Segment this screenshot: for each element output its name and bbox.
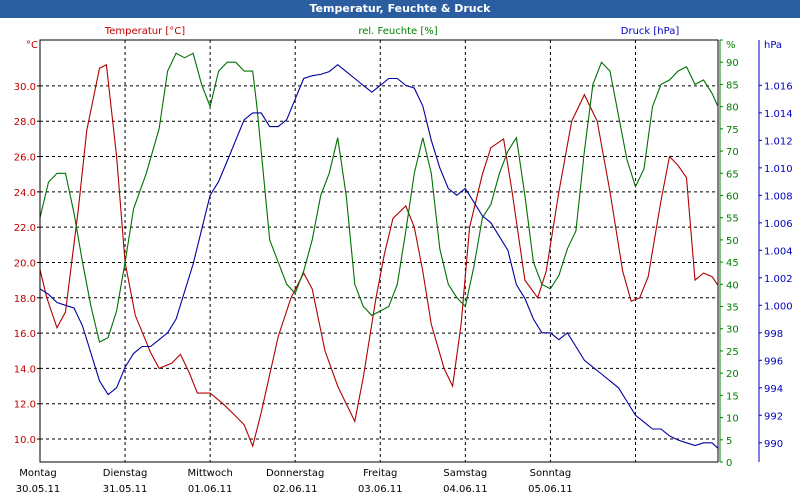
- x-tick-date: 01.06.11: [188, 484, 233, 495]
- x-tick-weekday: Sonntag: [530, 468, 572, 479]
- series-group: [39, 52, 719, 449]
- plot-area: [39, 39, 719, 463]
- pressure-tick-label: 998: [764, 329, 783, 340]
- humidity-tick-label: 70: [726, 147, 739, 158]
- series-line-pressure: [39, 63, 719, 449]
- temperature-axis-label: Temperatur [°C]: [104, 26, 185, 37]
- humidity-tick-label: 45: [726, 258, 739, 269]
- pressure-tick-label: 1.002: [764, 274, 793, 285]
- humidity-tick-label: 20: [726, 369, 739, 380]
- x-tick-weekday: Freitag: [363, 468, 397, 479]
- humidity-tick-label: 65: [726, 169, 739, 180]
- chart-title: Temperatur, Feuchte & Druck: [0, 0, 800, 18]
- pressure-tick-label: 992: [764, 411, 783, 422]
- humidity-unit: %: [726, 40, 736, 51]
- humidity-tick-label: 0: [726, 458, 732, 469]
- pressure-tick-label: 1.010: [764, 164, 793, 175]
- x-tick-weekday: Donnerstag: [266, 468, 324, 479]
- x-tick-weekday: Samstag: [443, 468, 487, 479]
- temperature-tick-label: 10.0: [14, 435, 36, 446]
- temperature-tick-label: 16.0: [14, 329, 36, 340]
- humidity-tick-label: 55: [726, 214, 739, 225]
- series-line-temperature: [39, 63, 719, 448]
- pressure-tick-label: 1.004: [764, 246, 793, 257]
- humidity-tick-label: 30: [726, 325, 739, 336]
- temperature-tick-label: 12.0: [14, 400, 36, 411]
- humidity-tick-label: 25: [726, 347, 739, 358]
- humidity-tick-label: 40: [726, 280, 739, 291]
- temperature-tick-label: 14.0: [14, 364, 36, 375]
- humidity-tick-label: 50: [726, 236, 739, 247]
- temperature-tick-label: 22.0: [14, 223, 36, 234]
- x-tick-date: 05.06.11: [528, 484, 573, 495]
- axes-group: 10.0 12.0 14.0 16.0 18.0 20.0 22.0 24.0 26.0 28.0…: [14, 26, 793, 469]
- temperature-unit: °C: [26, 40, 38, 51]
- humidity-tick-label: 75: [726, 125, 739, 136]
- temperature-tick-label: 24.0: [14, 188, 36, 199]
- humidity-tick-label: 90: [726, 58, 739, 69]
- pressure-tick-label: 990: [764, 439, 783, 450]
- x-tick-weekday: Dienstag: [103, 468, 148, 479]
- humidity-tick-label: 35: [726, 303, 739, 314]
- pressure-tick-label: 1.000: [764, 301, 793, 312]
- x-axis-labels: Montag 30.05.11 Dienstag 31.05.11 Mittwoch 01…: [16, 468, 573, 495]
- x-tick-date: 03.06.11: [358, 484, 403, 495]
- pressure-tick-label: 1.006: [764, 219, 793, 230]
- humidity-tick-label: 80: [726, 103, 739, 114]
- temperature-tick-label: 20.0: [14, 258, 36, 269]
- humidity-axis-label: rel. Feuchte [%]: [358, 26, 437, 37]
- pressure-axis-label: Druck [hPa]: [621, 26, 680, 37]
- x-tick-date: 02.06.11: [273, 484, 318, 495]
- humidity-tick-label: 5: [726, 436, 732, 447]
- temperature-tick-label: 28.0: [14, 117, 36, 128]
- pressure-tick-label: 1.012: [764, 136, 793, 147]
- grid: [40, 40, 718, 462]
- pressure-tick-label: 994: [764, 384, 783, 395]
- temperature-tick-label: 26.0: [14, 153, 36, 164]
- humidity-tick-label: 85: [726, 80, 739, 91]
- pressure-unit: hPa: [764, 40, 782, 51]
- pressure-tick-label: 1.008: [764, 191, 793, 202]
- x-tick-weekday: Montag: [19, 468, 56, 479]
- x-tick-date: 31.05.11: [103, 484, 148, 495]
- temperature-tick-label: 18.0: [14, 294, 36, 305]
- pressure-tick-label: 1.014: [764, 109, 793, 120]
- pressure-tick-label: 1.016: [764, 81, 793, 92]
- x-tick-weekday: Mittwoch: [187, 468, 232, 479]
- series-line-humidity: [39, 52, 719, 343]
- humidity-tick-label: 15: [726, 391, 739, 402]
- x-tick-date: 04.06.11: [443, 484, 488, 495]
- pressure-tick-label: 996: [764, 356, 783, 367]
- temperature-tick-label: 30.0: [14, 82, 36, 93]
- humidity-tick-label: 60: [726, 191, 739, 202]
- x-tick-date: 30.05.11: [16, 484, 61, 495]
- humidity-tick-label: 10: [726, 414, 739, 425]
